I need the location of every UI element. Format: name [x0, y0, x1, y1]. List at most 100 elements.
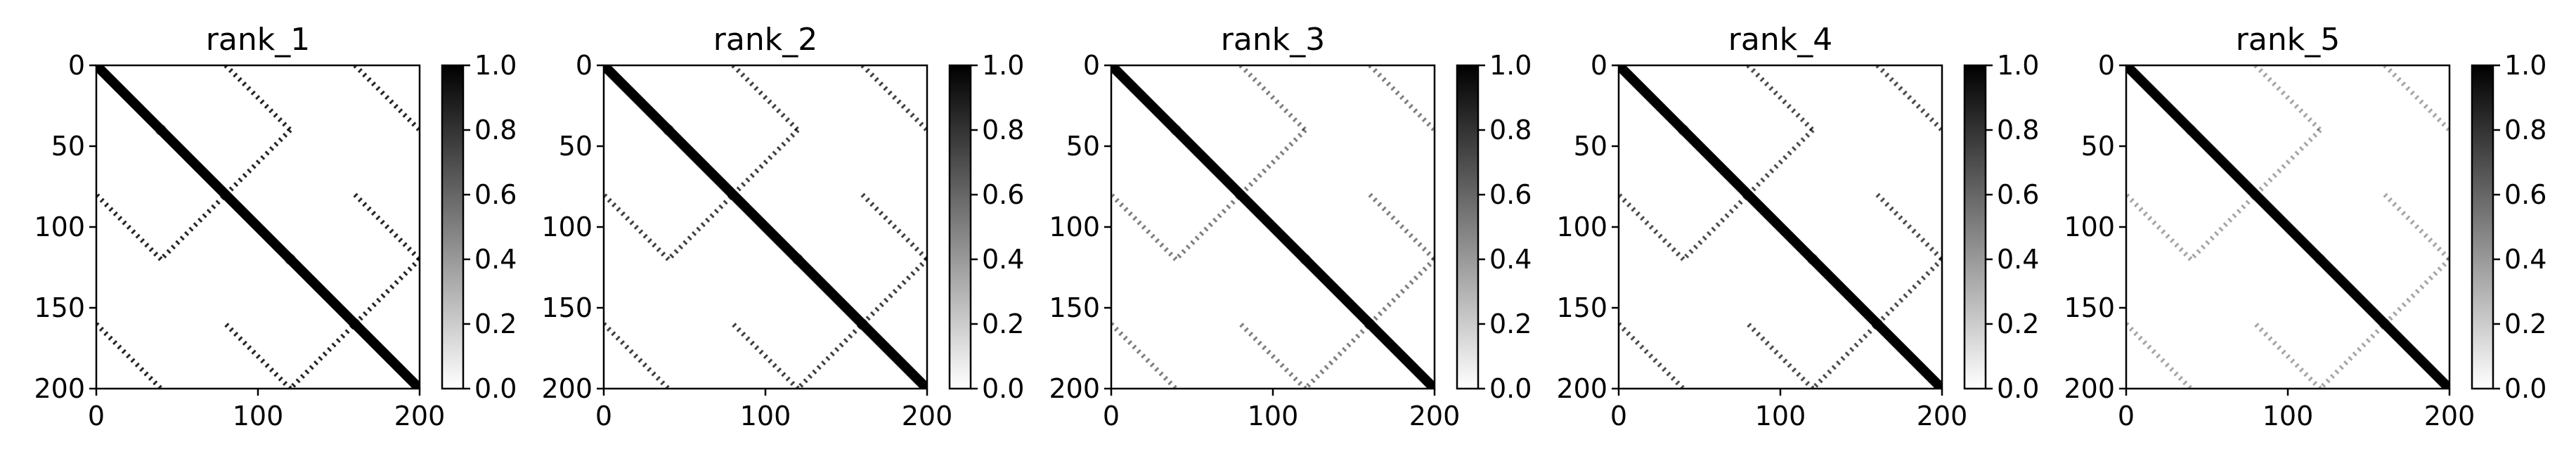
colorbar-tick-label: 0.2 — [982, 309, 1024, 339]
x-tick-label: 0 — [88, 401, 105, 431]
colorbar-tick-label: 0.8 — [2504, 115, 2546, 145]
y-tick-label: 100 — [34, 212, 85, 242]
colorbar-tick-label: 0.0 — [1997, 373, 2039, 404]
x-tick-label: 100 — [1755, 401, 1806, 431]
colorbar-tick-label: 0.0 — [982, 373, 1024, 404]
heatmap-image — [1619, 65, 1942, 389]
panel-title: rank_2 — [713, 22, 817, 58]
y-tick-label: 200 — [1049, 373, 1100, 404]
pattern-segment — [224, 322, 292, 389]
colorbar-tick-label: 0.4 — [1489, 244, 1532, 275]
y-tick-label: 50 — [51, 131, 85, 162]
pattern-segment — [1746, 322, 1815, 389]
pattern-segment — [1681, 128, 1815, 261]
pattern-segment — [96, 193, 163, 261]
colorbar-tick-label: 1.0 — [474, 50, 517, 81]
colorbar-tick-label: 0.6 — [474, 179, 517, 210]
pattern-segment — [1875, 193, 1942, 261]
colorbar — [2472, 65, 2493, 389]
pattern-segment — [1746, 65, 1815, 132]
pattern-segment — [604, 322, 671, 389]
x-tick-label: 0 — [2118, 401, 2135, 431]
diagonal-line — [2126, 65, 2449, 389]
pattern-segment — [2126, 193, 2193, 261]
colorbar-frame — [1963, 64, 1987, 390]
colorbar-tick-label: 0.6 — [1489, 179, 1532, 210]
colorbar-frame — [1456, 64, 1480, 390]
pattern-segment — [353, 65, 420, 132]
panel-title: rank_5 — [2236, 22, 2340, 58]
colorbar-frame — [2471, 64, 2494, 390]
pattern-segment — [1174, 128, 1307, 261]
pattern-segment — [2318, 257, 2449, 389]
pattern-segment — [2253, 65, 2322, 132]
y-tick-label: 50 — [1066, 131, 1100, 162]
y-tick-label: 50 — [1574, 131, 1607, 162]
pattern-segment — [2126, 322, 2193, 389]
colorbar-tick-label: 1.0 — [1489, 50, 1532, 81]
pattern-segment — [2253, 322, 2322, 389]
pattern-segment — [666, 128, 800, 261]
diagonal-line — [604, 65, 927, 389]
pattern-segment — [1619, 322, 1685, 389]
pattern-segment — [2383, 65, 2449, 132]
colorbar — [442, 65, 463, 389]
heatmap-image — [96, 65, 420, 389]
y-tick-label: 50 — [559, 131, 593, 162]
pattern-segment — [1368, 65, 1435, 132]
y-tick-label: 200 — [2064, 373, 2115, 404]
colorbar-tick-label: 0.6 — [2504, 179, 2546, 210]
panel-title: rank_3 — [1221, 22, 1325, 58]
x-tick-label: 200 — [2424, 401, 2475, 431]
colorbar — [950, 65, 971, 389]
y-tick-label: 0 — [576, 50, 593, 81]
pattern-segment — [1619, 193, 1685, 261]
colorbar-tick-label: 0.2 — [474, 309, 517, 339]
pattern-segment — [1111, 193, 1178, 261]
pattern-segment — [159, 128, 292, 261]
colorbar-tick-label: 0.4 — [1997, 244, 2039, 275]
pattern-segment — [1811, 257, 1942, 389]
y-tick-label: 150 — [2064, 292, 2115, 323]
pattern-segment — [796, 257, 927, 389]
colorbar-tick-label: 0.4 — [982, 244, 1024, 275]
colorbar-tick-label: 1.0 — [2504, 50, 2546, 81]
colorbar-frame — [948, 64, 972, 390]
x-tick-label: 200 — [394, 401, 446, 431]
y-tick-label: 100 — [541, 212, 593, 242]
diagonal-line — [1619, 65, 1942, 389]
x-tick-label: 0 — [1610, 401, 1627, 431]
colorbar-tick-label: 0.8 — [1997, 115, 2039, 145]
y-tick-label: 0 — [1591, 50, 1607, 81]
colorbar-tick-label: 0.4 — [2504, 244, 2546, 275]
x-tick-label: 100 — [233, 401, 284, 431]
colorbar-tick-label: 0.0 — [2504, 373, 2546, 404]
panel-title: rank_4 — [1728, 22, 1832, 58]
diagonal-line — [1111, 65, 1435, 389]
colorbar-tick-label: 0.2 — [1997, 309, 2039, 339]
colorbar-tick-label: 0.6 — [982, 179, 1024, 210]
x-tick-label: 0 — [1103, 401, 1120, 431]
colorbar-tick-label: 0.8 — [1489, 115, 1532, 145]
pattern-segment — [731, 65, 800, 132]
heatmap-image — [1111, 65, 1435, 389]
x-tick-label: 100 — [2263, 401, 2314, 431]
y-tick-label: 150 — [541, 292, 593, 323]
colorbar-tick-label: 0.8 — [474, 115, 517, 145]
pattern-segment — [604, 193, 671, 261]
colorbar-tick-label: 0.0 — [474, 373, 517, 404]
pattern-segment — [2189, 128, 2322, 261]
pattern-segment — [731, 322, 800, 389]
colorbar — [1965, 65, 1986, 389]
y-tick-label: 100 — [2064, 212, 2115, 242]
colorbar-tick-label: 0.2 — [2504, 309, 2546, 339]
colorbar-tick-label: 0.2 — [1489, 309, 1532, 339]
y-tick-label: 200 — [34, 373, 85, 404]
colorbar-tick-label: 0.6 — [1997, 179, 2039, 210]
pattern-segment — [224, 65, 292, 132]
